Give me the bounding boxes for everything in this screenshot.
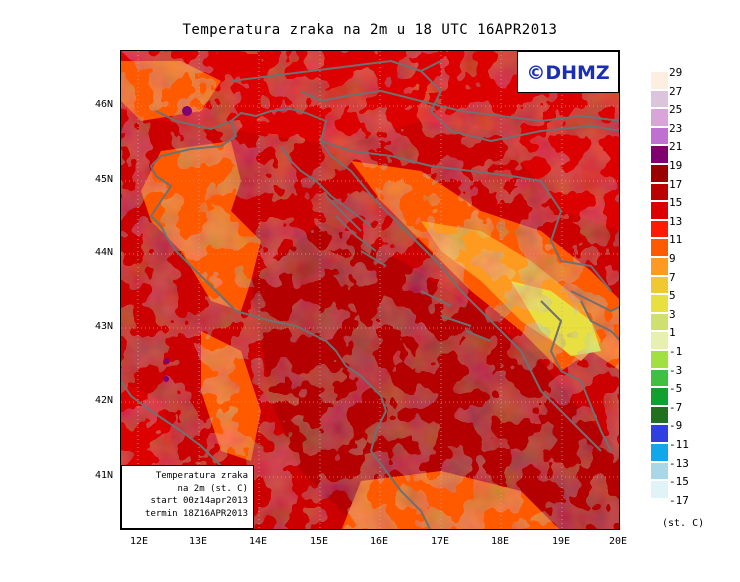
legend-swatch <box>651 313 668 331</box>
legend-label: -9 <box>669 419 683 433</box>
legend-swatch <box>651 165 668 182</box>
legend-label: 27 <box>669 84 683 98</box>
legend-swatch <box>651 351 668 368</box>
legend-swatch <box>651 425 668 442</box>
legend-swatch <box>651 444 668 461</box>
info-valid-time: termin 18Z16APR2013 <box>145 508 248 519</box>
legend-swatch <box>651 462 668 480</box>
y-tick-label: 46N <box>95 99 114 110</box>
info-variable: Temperatura zraka <box>155 471 248 481</box>
x-tick-label: 12E <box>130 536 149 547</box>
legend-label: 19 <box>669 159 683 172</box>
legend-label: 15 <box>669 196 683 210</box>
legend-label: -7 <box>669 400 683 414</box>
legend-label: 25 <box>669 103 683 117</box>
legend-swatch <box>651 295 668 312</box>
legend-label: 13 <box>669 214 683 228</box>
x-tick-label: 16E <box>370 536 389 547</box>
legend-swatch <box>651 276 668 294</box>
legend-swatch <box>651 183 668 201</box>
legend-label: 17 <box>669 177 683 191</box>
legend-label: 9 <box>669 252 676 265</box>
legend-label: -13 <box>669 456 689 470</box>
legend-label: 29 <box>669 66 683 79</box>
x-tick-label: 18E <box>491 536 510 547</box>
legend-swatch <box>651 202 668 219</box>
legend-swatch <box>651 220 668 238</box>
dhmz-logo: ©DHMZ <box>517 51 619 93</box>
legend-swatch <box>651 369 668 387</box>
legend-swatch <box>651 388 668 405</box>
purple-hotspot <box>163 376 169 382</box>
legend-label: -5 <box>669 382 683 396</box>
legend-swatch <box>651 146 668 163</box>
legend-swatch <box>651 90 668 108</box>
map-title: Temperatura zraka na 2m u 18 UTC 16APR20… <box>182 22 558 38</box>
legend-swatch <box>651 109 668 126</box>
legend-unit: (st. C) <box>662 518 705 529</box>
legend-swatch <box>651 481 668 498</box>
coastlines-borders <box>121 60 619 529</box>
legend-label: 21 <box>669 140 683 154</box>
legend-label: 11 <box>669 233 683 247</box>
legend-label: 1 <box>669 326 676 340</box>
legend-label: -11 <box>669 438 689 451</box>
legend-swatch <box>651 239 668 256</box>
temperature-texture-overlay <box>121 51 619 529</box>
legend-label: 23 <box>669 121 683 135</box>
legend-label: 3 <box>669 307 676 321</box>
purple-hotspot <box>182 106 192 116</box>
legend-swatch <box>651 406 668 424</box>
x-tick-label: 14E <box>249 536 268 547</box>
x-tick-label: 17E <box>431 536 450 547</box>
legend-label: -3 <box>669 363 683 377</box>
x-tick-label: 13E <box>189 536 208 547</box>
legend-swatch <box>651 332 668 349</box>
y-tick-label: 45N <box>95 174 114 185</box>
legend-swatch <box>651 127 668 145</box>
y-tick-label: 43N <box>95 321 114 332</box>
legend-label: -17 <box>669 493 689 507</box>
legend-label: -15 <box>669 475 689 489</box>
y-tick-label: 42N <box>95 395 114 406</box>
map-canvas <box>121 51 619 529</box>
legend-label: 7 <box>669 270 676 284</box>
x-tick-label: 19E <box>552 536 571 547</box>
legend-label: 5 <box>669 289 676 303</box>
purple-hotspot <box>164 358 170 364</box>
legend-swatch <box>651 258 668 275</box>
forecast-info-box: Temperatura zraka na 2m (st. C) start 00… <box>121 465 254 529</box>
legend-swatch <box>651 72 668 89</box>
y-tick-label: 41N <box>95 470 114 481</box>
x-tick-label: 15E <box>310 536 329 547</box>
y-tick-label: 44N <box>95 247 114 258</box>
info-unit: na 2m (st. C) <box>177 483 248 494</box>
graticule <box>121 51 619 529</box>
temperature-map <box>120 50 620 530</box>
info-start: start 00z14apr2013 <box>150 496 248 506</box>
x-tick-label: 20E <box>609 536 628 547</box>
legend-label: -1 <box>669 345 683 358</box>
